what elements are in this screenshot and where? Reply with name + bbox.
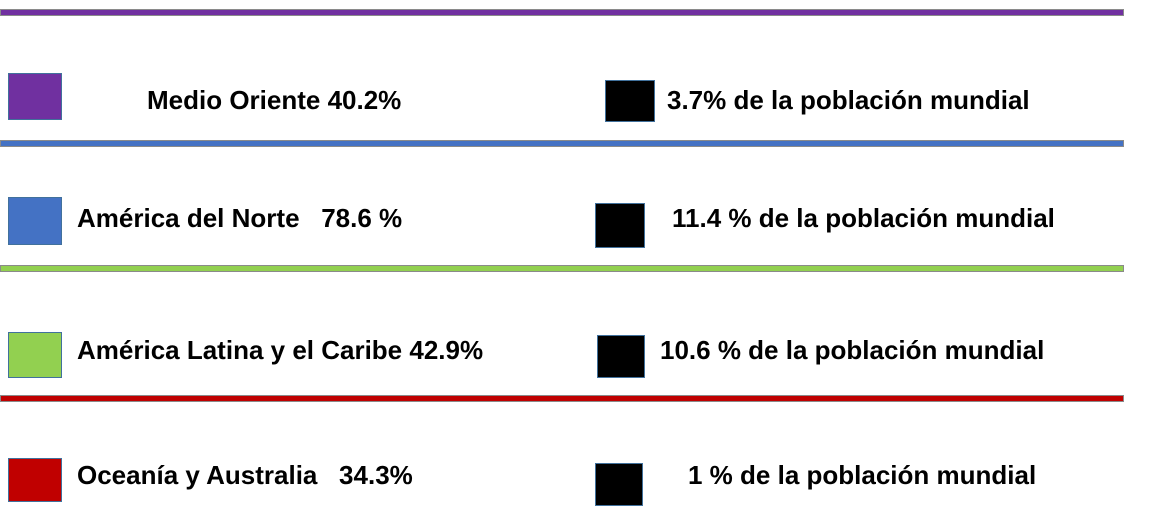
- population-swatch: [595, 203, 645, 248]
- divider-line: [0, 140, 1124, 147]
- region-label: América del Norte 78.6 %: [77, 203, 403, 233]
- population-swatch: [595, 463, 643, 506]
- population-swatch: [605, 80, 655, 122]
- population-label: 11.4 % de la población mundial: [672, 203, 1055, 233]
- region-label: Oceanía y Australia 34.3%: [77, 460, 413, 490]
- color-swatch: [8, 458, 62, 502]
- population-swatch: [597, 335, 645, 378]
- population-label: 10.6 % de la población mundial: [660, 335, 1045, 365]
- region-label: Medio Oriente 40.2%: [147, 85, 402, 115]
- divider-line: [0, 395, 1124, 402]
- color-swatch: [8, 73, 62, 120]
- color-swatch: [8, 332, 62, 378]
- divider-line: [0, 265, 1124, 272]
- color-swatch: [8, 197, 62, 245]
- population-label: 1 % de la población mundial: [688, 460, 1037, 490]
- divider-line: [0, 9, 1124, 16]
- population-label: 3.7% de la población mundial: [667, 85, 1030, 115]
- region-label: América Latina y el Caribe 42.9%: [77, 335, 484, 365]
